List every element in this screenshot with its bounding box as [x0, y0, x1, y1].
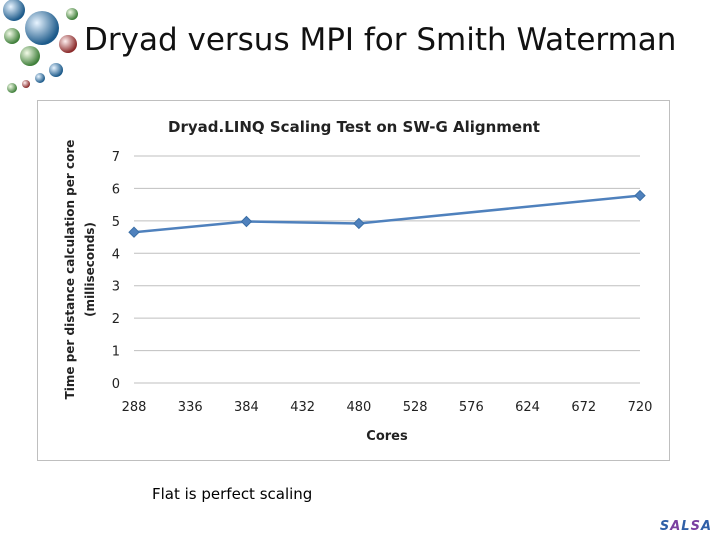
data-point	[240, 215, 253, 228]
y-tick-label: 3	[112, 280, 120, 295]
salsa-logo-cluster	[0, 0, 90, 100]
brand-letter: A	[700, 519, 712, 534]
brand-letter: L	[681, 519, 691, 534]
chart-frame: Dryad.LINQ Scaling Test on SW-G Alignmen…	[37, 100, 670, 461]
data-point	[353, 217, 365, 230]
y-tick-label: 7	[112, 150, 120, 165]
brand-letter: S	[690, 519, 701, 534]
x-tick-label: 432	[290, 400, 315, 415]
y-tick-label: 0	[112, 377, 120, 392]
slide-title: Dryad versus MPI for Smith Waterman	[84, 22, 677, 58]
x-tick-label: 288	[122, 400, 147, 415]
x-tick-label: 336	[178, 400, 203, 415]
globe-cluster-icon	[3, 0, 78, 93]
x-tick-label: 624	[515, 400, 540, 415]
series-line	[133, 194, 641, 234]
x-axis-label: Cores	[366, 429, 408, 444]
x-tick-label: 672	[571, 400, 596, 415]
data-point	[634, 189, 646, 202]
y-tick-label: 6	[112, 182, 120, 197]
y-tick-label: 2	[112, 312, 120, 327]
salsa-brand: SALSA	[660, 519, 712, 534]
data-point	[128, 226, 140, 238]
x-tick-label: 528	[403, 400, 428, 415]
chart-title: Dryad.LINQ Scaling Test on SW-G Alignmen…	[168, 118, 540, 136]
y-axis-label: Time per distance calculation per core	[63, 140, 77, 400]
line-chart: Dryad.LINQ Scaling Test on SW-G Alignmen…	[63, 118, 653, 444]
y-tick-label: 1	[112, 345, 120, 360]
x-tick-label: 576	[459, 400, 484, 415]
x-tick-label: 480	[346, 400, 371, 415]
brand-letter: S	[659, 519, 671, 534]
y-axis-label-units: (milliseconds)	[83, 222, 97, 317]
x-tick-label: 720	[628, 400, 653, 415]
y-tick-label: 5	[112, 215, 120, 230]
y-tick-label: 4	[112, 247, 120, 262]
brand-letter: A	[670, 519, 682, 534]
slide-caption: Flat is perfect scaling	[152, 485, 313, 503]
x-tick-label: 384	[234, 400, 259, 415]
